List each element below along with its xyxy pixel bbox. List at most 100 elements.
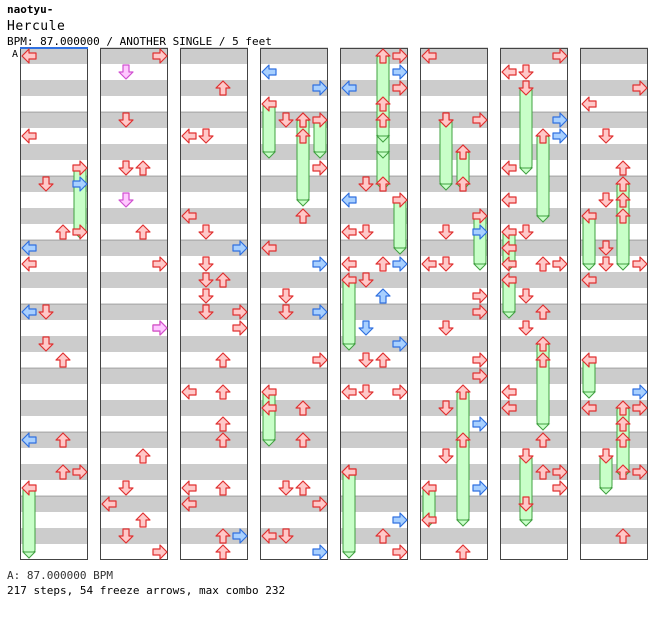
step-arrow-left [341, 80, 357, 96]
step-arrow-down [278, 480, 294, 496]
step-arrow-down [198, 128, 214, 144]
beat-band [500, 432, 568, 448]
step-arrow-up [455, 544, 471, 560]
step-arrow-right [72, 176, 88, 192]
step-arrow-right [472, 224, 488, 240]
step-arrow-left [341, 272, 357, 288]
beat-band [20, 528, 88, 544]
freeze-arrow-tail [312, 151, 328, 159]
beat-band [580, 176, 648, 192]
step-arrow-up [215, 352, 231, 368]
step-arrow-up [295, 400, 311, 416]
step-arrow-down [198, 304, 214, 320]
beat-band [180, 496, 248, 512]
step-arrow-up [375, 352, 391, 368]
beat-band [420, 80, 488, 96]
beat-band [100, 112, 168, 128]
step-arrow-right [472, 480, 488, 496]
beat-band [580, 496, 648, 512]
step-arrow-up [295, 432, 311, 448]
beat-band [100, 272, 168, 288]
step-arrow-down [438, 256, 454, 272]
step-arrow-right [392, 80, 408, 96]
freeze-arrow-tail [535, 423, 551, 431]
beat-band [20, 496, 88, 512]
step-arrow-up [215, 416, 231, 432]
beat-band [180, 528, 248, 544]
beat-band [260, 176, 328, 192]
step-arrow-right [472, 368, 488, 384]
step-arrow-right [232, 528, 248, 544]
step-arrow-right [392, 192, 408, 208]
step-arrow-down [118, 160, 134, 176]
beat-band [340, 208, 408, 224]
step-arrow-right [232, 240, 248, 256]
freeze-arrow [342, 471, 356, 553]
step-arrow-left [261, 64, 277, 80]
beat-band [180, 144, 248, 160]
step-arrow-up [375, 256, 391, 272]
step-arrow-down [358, 352, 374, 368]
beat-band [20, 432, 88, 448]
step-arrow-up [535, 336, 551, 352]
step-arrow-right [312, 352, 328, 368]
freeze-arrow [342, 279, 356, 345]
beat-band [260, 48, 328, 64]
beat-band [340, 240, 408, 256]
chart-stats: 217 steps, 54 freeze arrows, max combo 2… [7, 584, 286, 597]
beat-band [340, 432, 408, 448]
beat-band [100, 80, 168, 96]
step-arrow-down [198, 288, 214, 304]
step-arrow-down [358, 176, 374, 192]
beat-band [580, 528, 648, 544]
freeze-arrow-tail [501, 311, 517, 319]
step-arrow-down [118, 480, 134, 496]
beat-band [20, 336, 88, 352]
freeze-arrow-tail [581, 263, 597, 271]
beat-band [180, 272, 248, 288]
freeze-arrow-tail [581, 391, 597, 399]
step-arrow-down [278, 528, 294, 544]
step-arrow-left [181, 208, 197, 224]
step-arrow-up [455, 384, 471, 400]
step-arrow-up [215, 480, 231, 496]
step-arrow-down [198, 272, 214, 288]
step-arrow-up [55, 224, 71, 240]
step-arrow-up [375, 112, 391, 128]
beat-band [340, 48, 408, 64]
step-arrow-up [615, 160, 631, 176]
step-arrow-left [21, 240, 37, 256]
beat-band [260, 208, 328, 224]
beat-band [260, 144, 328, 160]
freeze-arrow-tail [615, 263, 631, 271]
chart-column-6 [420, 47, 488, 560]
freeze-arrow-tail [455, 519, 471, 527]
beat-band [100, 464, 168, 480]
step-arrow-down [518, 448, 534, 464]
step-arrow-up [535, 352, 551, 368]
beat-band [180, 176, 248, 192]
beat-band [420, 48, 488, 64]
beat-band [340, 304, 408, 320]
step-arrow-left [181, 128, 197, 144]
step-arrow-right [552, 112, 568, 128]
beat-band [420, 464, 488, 480]
beat-band [100, 336, 168, 352]
step-arrow-right [392, 64, 408, 80]
step-arrow-up [135, 224, 151, 240]
freeze-arrow-tail [261, 151, 277, 159]
step-arrow-up [55, 352, 71, 368]
beat-band [340, 368, 408, 384]
freeze-arrow-tail [341, 551, 357, 559]
song-title: Hercule [7, 19, 66, 34]
freeze-arrow-tail [598, 487, 614, 495]
freeze-arrow-tail [341, 343, 357, 351]
beat-band [420, 208, 488, 224]
step-arrow-left [581, 272, 597, 288]
beat-band [580, 304, 648, 320]
step-arrow-left [261, 384, 277, 400]
beat-band [100, 208, 168, 224]
step-arrow-down [518, 80, 534, 96]
step-arrow-right [632, 400, 648, 416]
beat-band [500, 80, 568, 96]
